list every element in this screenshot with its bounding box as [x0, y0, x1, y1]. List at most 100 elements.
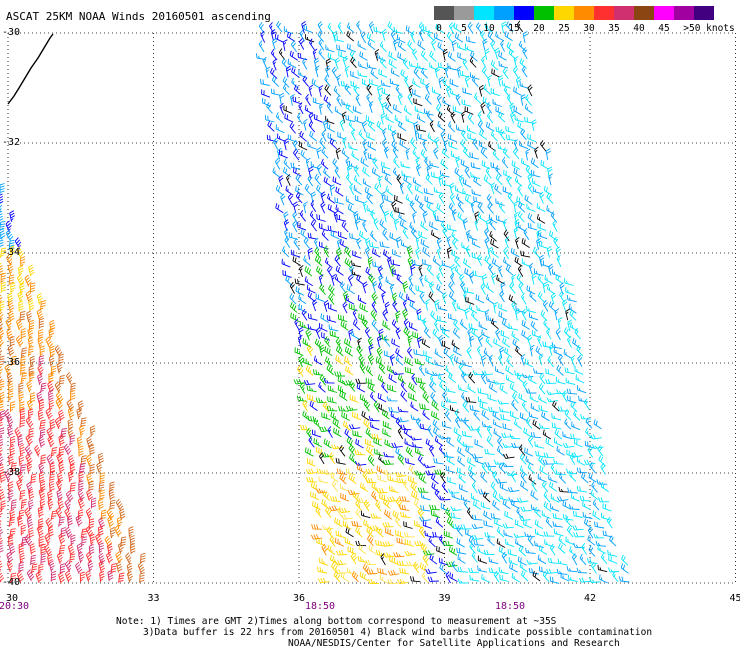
- wind-barb: [444, 410, 452, 422]
- wind-barb: [287, 58, 297, 69]
- wind-barb: [448, 488, 460, 494]
- wind-barb: [442, 227, 448, 239]
- wind-barb: [7, 300, 15, 312]
- wind-barb: [278, 175, 284, 188]
- wind-barb: [480, 101, 486, 114]
- wind-barb: [335, 530, 346, 539]
- wind-barb: [129, 535, 136, 547]
- wind-barb: [277, 147, 283, 160]
- wind-barb: [492, 149, 500, 161]
- wind-barb: [290, 162, 301, 170]
- wind-barb: [518, 393, 528, 403]
- wind-barb: [459, 273, 465, 286]
- wind-barb: [481, 55, 487, 68]
- time-label: 18:50: [494, 601, 526, 612]
- wind-barb: [521, 308, 527, 321]
- wind-barb: [511, 160, 521, 170]
- wind-barb: [18, 391, 24, 403]
- wind-barb: [56, 489, 63, 501]
- wind-barb: [516, 196, 525, 206]
- wind-barb: [468, 271, 475, 284]
- wind-barb: [344, 346, 353, 357]
- wind-barb: [557, 406, 569, 412]
- wind-barb: [367, 336, 373, 349]
- wind-barb: [34, 444, 41, 457]
- wind-barb: [28, 264, 35, 277]
- wind-barb: [393, 26, 404, 34]
- wind-barb: [538, 423, 550, 430]
- wind-barb: [410, 401, 419, 412]
- wind-barb: [50, 365, 57, 377]
- wind-barb: [338, 507, 351, 514]
- wind-barb: [564, 367, 575, 375]
- wind-barb: [431, 400, 440, 411]
- wind-barb: [36, 525, 44, 538]
- wind-barb: [524, 194, 533, 205]
- wind-barb: [563, 348, 572, 359]
- wind-barb: [502, 67, 509, 79]
- wind-barb: [374, 183, 382, 195]
- wind-barb: [583, 518, 592, 529]
- wind-barb: [546, 397, 558, 403]
- wind-barb: [67, 515, 73, 527]
- wind-barb: [360, 157, 369, 168]
- wind-barb: [25, 453, 33, 466]
- note-line-2: 3)Data buffer is 22 hrs from 20160501 4)…: [143, 627, 653, 638]
- wind-barb: [391, 200, 397, 213]
- wind-barb: [528, 411, 539, 420]
- wind-barb: [488, 354, 494, 367]
- wind-barb: [68, 470, 74, 483]
- wind-barb: [396, 34, 406, 44]
- wind-barb: [599, 574, 608, 584]
- wind-barb: [606, 516, 613, 529]
- wind-barb: [311, 78, 320, 89]
- wind-barb: [119, 508, 126, 520]
- wind-barb: [433, 458, 444, 465]
- wind-barb: [47, 380, 55, 393]
- wind-barb: [314, 247, 322, 259]
- wind-barb: [396, 537, 407, 545]
- wind-barb: [531, 119, 537, 131]
- wind-barb: [397, 427, 404, 440]
- wind-barb: [393, 194, 403, 204]
- wind-barb: [126, 570, 133, 583]
- wind-barb: [307, 247, 313, 260]
- wind-barb: [448, 546, 458, 556]
- wind-barb: [464, 75, 471, 88]
- wind-barb: [356, 383, 366, 393]
- wind-barb: [520, 506, 532, 512]
- wind-barb: [506, 356, 514, 368]
- wind-barb: [335, 550, 348, 556]
- wind-barb: [514, 256, 523, 267]
- wind-barb: [307, 291, 316, 302]
- wind-barb: [363, 499, 371, 512]
- wind-barb: [360, 510, 371, 519]
- wind-barb: [39, 498, 46, 510]
- wind-barb: [19, 417, 26, 428]
- wind-barb: [0, 427, 5, 437]
- wind-barb: [327, 265, 333, 278]
- wind-barb: [321, 498, 330, 510]
- wind-barb: [298, 294, 307, 305]
- wind-barb: [525, 547, 536, 554]
- legend-swatch: [534, 6, 554, 20]
- wind-barb: [546, 205, 555, 215]
- wind-barb: [580, 472, 589, 484]
- wind-barb: [400, 380, 408, 393]
- wind-barb: [410, 414, 421, 421]
- wind-barb: [567, 487, 578, 494]
- wind-barb: [27, 336, 34, 349]
- wind-barb: [392, 249, 402, 258]
- wind-barb: [438, 76, 444, 89]
- wind-barb: [386, 496, 399, 503]
- wind-barb: [285, 185, 294, 196]
- wind-barb: [505, 134, 516, 142]
- wind-barb: [386, 94, 392, 107]
- wind-barb: [527, 534, 534, 547]
- wind-barb: [422, 549, 435, 556]
- wind-barb: [554, 308, 560, 321]
- wind-barb: [365, 468, 377, 475]
- wind-barb: [583, 459, 596, 465]
- wind-barb: [527, 84, 533, 97]
- wind-barb: [48, 480, 55, 493]
